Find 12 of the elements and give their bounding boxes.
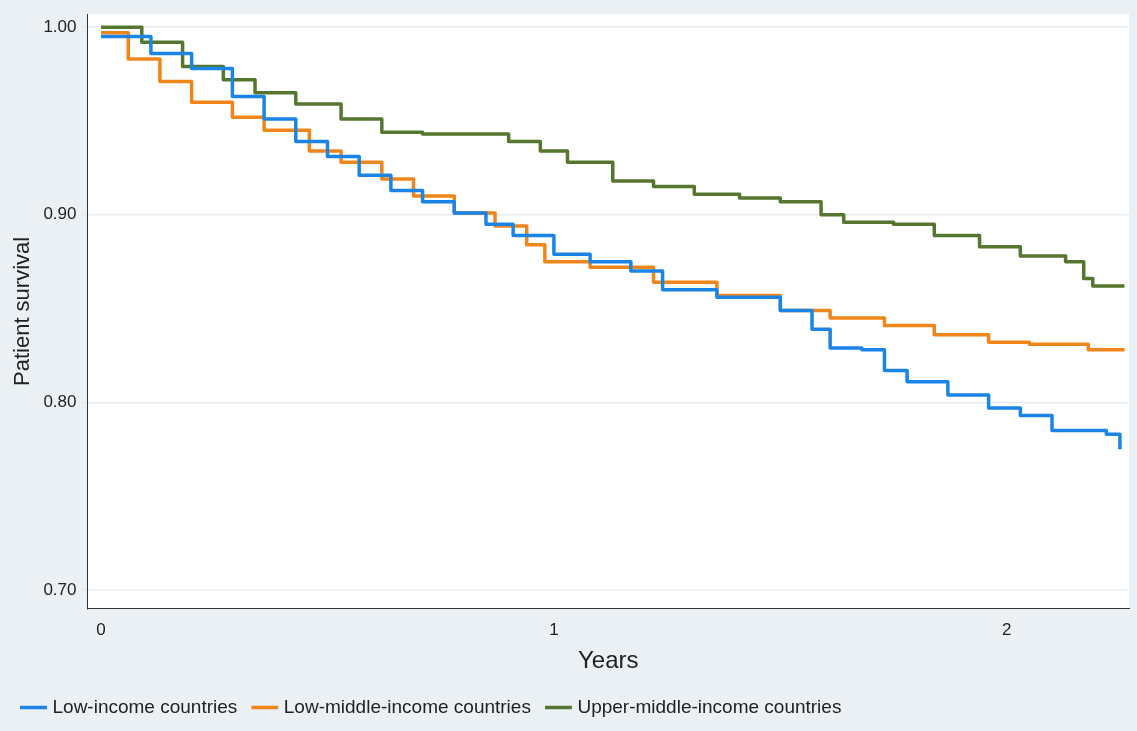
y-tick-label: 0.90 <box>43 204 77 224</box>
x-tick-label: 2 <box>1002 619 1012 639</box>
y-tick-label: 0.70 <box>43 579 77 599</box>
x-axis-title: Years <box>577 646 639 674</box>
y-tick-label: 1.00 <box>43 16 77 36</box>
legend-label: Low-income countries <box>52 695 238 717</box>
y-tick-label: 0.80 <box>43 392 77 412</box>
legend-label: Upper-middle-income countries <box>577 695 842 717</box>
x-tick-label: 1 <box>549 619 559 639</box>
y-axis-title: Patient survival <box>9 236 35 386</box>
legend-label: Low-middle-income countries <box>283 695 531 717</box>
x-tick-label: 0 <box>96 619 106 639</box>
